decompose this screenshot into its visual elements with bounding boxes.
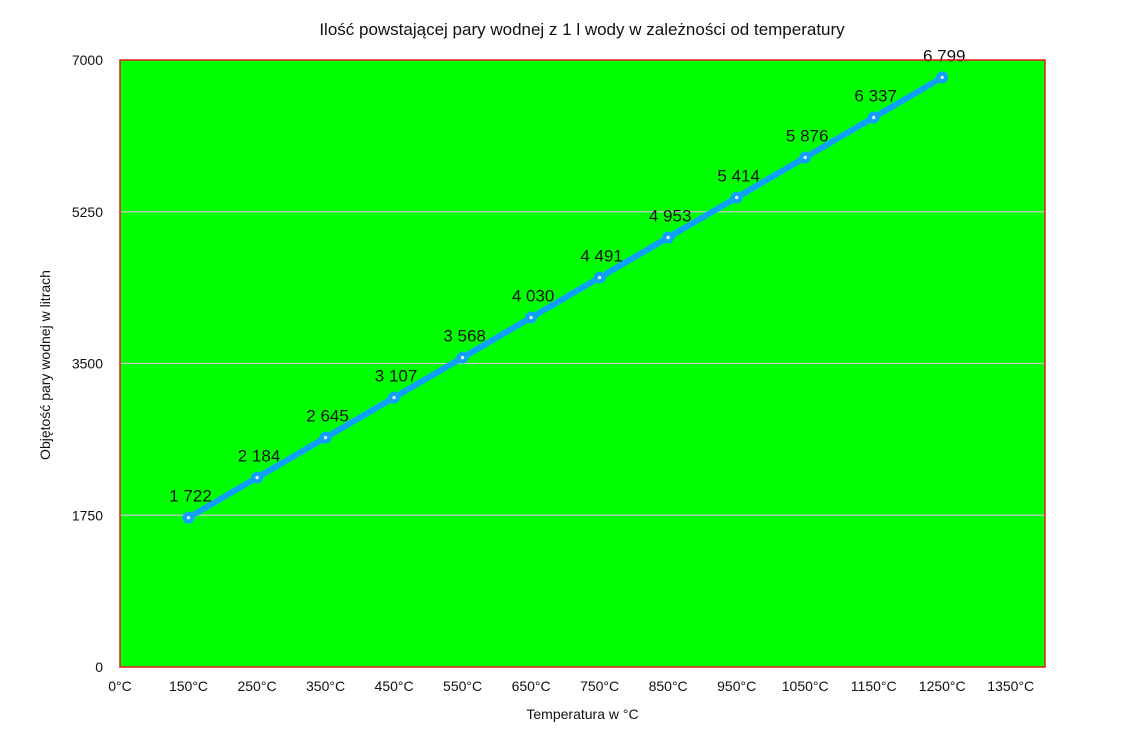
chart-title: Ilość powstającej pary wodnej z 1 l wody… xyxy=(319,20,845,39)
y-tick-label: 7000 xyxy=(72,52,103,68)
plot-border xyxy=(119,59,1046,668)
y-axis-ticks: 0 1750 3500 5250 7000 xyxy=(72,52,103,675)
data-point-center xyxy=(255,476,259,480)
data-point-center xyxy=(940,75,944,80)
data-label: 5 414 xyxy=(717,167,760,186)
data-point-center xyxy=(460,356,465,360)
data-label: 3 568 xyxy=(443,327,486,346)
x-tick-label: 950°C xyxy=(717,678,756,694)
x-tick-label: 650°C xyxy=(512,678,551,694)
y-tick-label: 5250 xyxy=(72,204,103,220)
data-label: 4 491 xyxy=(580,247,623,266)
data-point-center xyxy=(392,395,396,400)
gridlines xyxy=(120,211,1045,516)
x-axis-ticks: 0°C 150°C 250°C 350°C 450°C 550°C 650°C 750°C 85… xyxy=(108,678,1034,694)
y-tick-label: 1750 xyxy=(72,507,103,523)
series-group xyxy=(182,71,949,524)
x-tick-label: 1050°C xyxy=(782,678,829,694)
x-axis-label: Temperatura w °C xyxy=(526,706,639,722)
x-tick-label: 550°C xyxy=(443,678,482,694)
x-tick-label: 1150°C xyxy=(851,678,897,694)
data-label: 2 184 xyxy=(238,447,281,466)
x-tick-label: 850°C xyxy=(649,678,688,694)
x-tick-label: 0°C xyxy=(108,678,132,694)
x-tick-label: 750°C xyxy=(580,678,619,694)
data-point-center xyxy=(598,275,602,280)
data-point-center xyxy=(529,315,533,320)
data-point-center xyxy=(666,235,670,240)
data-label: 6 337 xyxy=(854,86,897,105)
x-tick-label: 350°C xyxy=(306,678,345,694)
data-label: 6 799 xyxy=(923,46,966,65)
data-point-center xyxy=(872,115,876,120)
data-point-center xyxy=(323,436,328,440)
data-label: 3 107 xyxy=(375,367,418,386)
data-point-center xyxy=(186,516,191,520)
x-tick-label: 250°C xyxy=(237,678,276,694)
data-label: 5 876 xyxy=(786,126,829,145)
data-label: 4 030 xyxy=(512,287,555,306)
data-point-center xyxy=(803,155,807,160)
x-tick-label: 1350°C xyxy=(987,678,1034,694)
x-tick-label: 1250°C xyxy=(919,678,966,694)
x-tick-label: 450°C xyxy=(375,678,414,694)
x-tick-label: 150°C xyxy=(169,678,208,694)
series-line xyxy=(185,74,946,521)
y-tick-label: 3500 xyxy=(72,356,103,372)
data-label: 4 953 xyxy=(649,207,692,226)
data-label: 1 722 xyxy=(169,487,212,506)
y-tick-label: 0 xyxy=(95,659,103,675)
data-label: 2 645 xyxy=(306,407,349,426)
data-point-center xyxy=(735,195,739,200)
